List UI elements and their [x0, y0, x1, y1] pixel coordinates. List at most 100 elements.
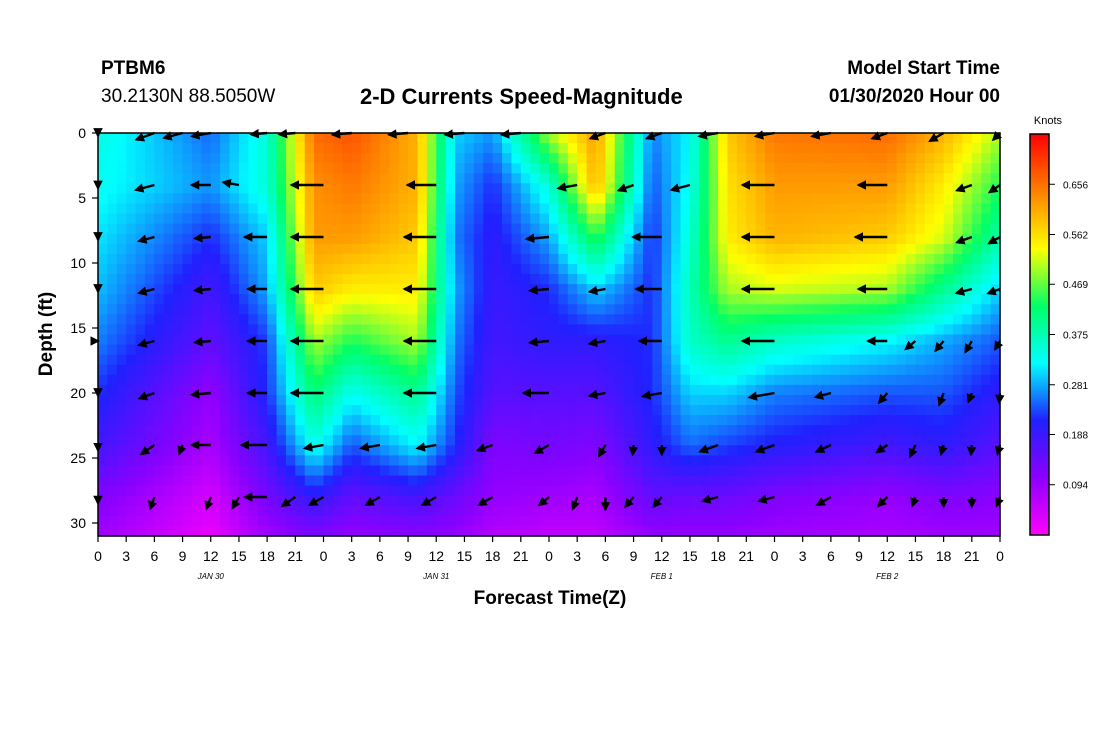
heatmap-cell: [746, 435, 757, 446]
heatmap-cell: [567, 384, 578, 396]
heatmap-cell: [220, 465, 231, 477]
heatmap-cell: [370, 354, 381, 366]
heatmap-cell: [746, 485, 757, 497]
heatmap-cell: [718, 435, 729, 446]
heatmap-cell: [248, 324, 259, 336]
heatmap-cell: [530, 163, 541, 174]
heatmap-cell: [144, 253, 155, 265]
heatmap-cell: [408, 294, 419, 305]
heatmap-cell: [295, 324, 306, 336]
heatmap-cell: [633, 304, 644, 315]
heatmap-cell: [943, 284, 954, 295]
heatmap-cell: [417, 364, 428, 376]
heatmap-cell: [962, 384, 973, 396]
heatmap-cell: [981, 425, 992, 436]
heatmap-cell: [539, 425, 550, 436]
heatmap-cell: [971, 233, 982, 245]
heatmap-cell: [426, 163, 437, 174]
heatmap-cell: [238, 415, 249, 426]
heatmap-cell: [765, 405, 776, 416]
heatmap-cell: [896, 394, 907, 406]
heatmap-cell: [107, 294, 118, 305]
heatmap-cell: [962, 173, 973, 184]
heatmap-cell: [276, 233, 287, 245]
heatmap-cell: [727, 384, 738, 396]
heatmap-cell: [614, 455, 625, 467]
heatmap-cell: [398, 253, 409, 265]
heatmap-cell: [783, 475, 794, 487]
heatmap-cell: [511, 515, 522, 527]
heatmap-cell: [906, 203, 917, 215]
heatmap-cell: [483, 445, 494, 456]
model-start-label: Model Start Time: [847, 58, 1000, 79]
heatmap-cell: [502, 223, 513, 235]
heatmap-cell: [830, 374, 841, 386]
heatmap-cell: [389, 354, 400, 366]
heatmap-cell: [689, 314, 700, 326]
heatmap-cell: [116, 405, 127, 416]
heatmap-cell: [605, 475, 616, 487]
heatmap-cell: [144, 354, 155, 366]
heatmap-cell: [877, 314, 888, 326]
heatmap-cell: [981, 485, 992, 497]
heatmap-cell: [379, 133, 390, 144]
heatmap-cell: [285, 153, 296, 164]
heatmap-cell: [558, 233, 569, 245]
heatmap-cell: [755, 525, 766, 537]
heatmap-cell: [304, 183, 315, 195]
heatmap-cell: [361, 213, 372, 225]
heatmap-cell: [783, 344, 794, 356]
heatmap-cell: [332, 183, 343, 195]
heatmap-cell: [830, 445, 841, 456]
heatmap-cell: [370, 294, 381, 305]
heatmap-cell: [201, 405, 212, 416]
heatmap-cell: [633, 274, 644, 285]
heatmap-cell: [859, 374, 870, 386]
heatmap-cell: [887, 243, 898, 255]
heatmap-cell: [633, 455, 644, 467]
heatmap-cell: [746, 445, 757, 456]
heatmap-cell: [614, 344, 625, 356]
x-tick-label: 0: [996, 548, 1004, 564]
heatmap-cell: [116, 253, 127, 265]
heatmap-cell: [699, 294, 710, 305]
heatmap-cell: [182, 173, 193, 184]
heatmap-cell: [323, 203, 334, 215]
heatmap-cell: [483, 475, 494, 487]
current-vector-arrow: [628, 444, 639, 457]
heatmap-cell: [361, 485, 372, 497]
heatmap-cell: [793, 435, 804, 446]
heatmap-cell: [370, 193, 381, 205]
heatmap-cell: [586, 344, 597, 356]
heatmap-cell: [802, 193, 813, 205]
heatmap-cell: [755, 173, 766, 184]
heatmap-cell: [765, 243, 776, 255]
heatmap-cell: [765, 364, 776, 376]
heatmap-cell: [680, 394, 691, 406]
heatmap-cell: [934, 284, 945, 295]
heatmap-cell: [530, 485, 541, 497]
heatmap-cell: [849, 384, 860, 396]
heatmap-cell: [502, 485, 513, 497]
heatmap-cell: [859, 294, 870, 305]
heatmap-cell: [408, 364, 419, 376]
heatmap-cell: [868, 253, 879, 265]
heatmap-cell: [605, 173, 616, 184]
heatmap-cell: [746, 213, 757, 225]
heatmap-cell: [924, 274, 935, 285]
heatmap-cell: [840, 314, 851, 326]
heatmap-cell: [727, 284, 738, 295]
heatmap-cell: [765, 263, 776, 275]
heatmap-cell: [238, 233, 249, 245]
heatmap-cell: [182, 415, 193, 426]
heatmap-cell: [924, 465, 935, 477]
heatmap-cell: [953, 475, 964, 487]
heatmap-cell: [577, 354, 588, 366]
heatmap-cell: [981, 233, 992, 245]
heatmap-cell: [304, 455, 315, 467]
heatmap-cell: [464, 364, 475, 376]
heatmap-cell: [934, 304, 945, 315]
heatmap-cell: [595, 274, 606, 285]
heatmap-cell: [859, 445, 870, 456]
heatmap-cell: [708, 304, 719, 315]
